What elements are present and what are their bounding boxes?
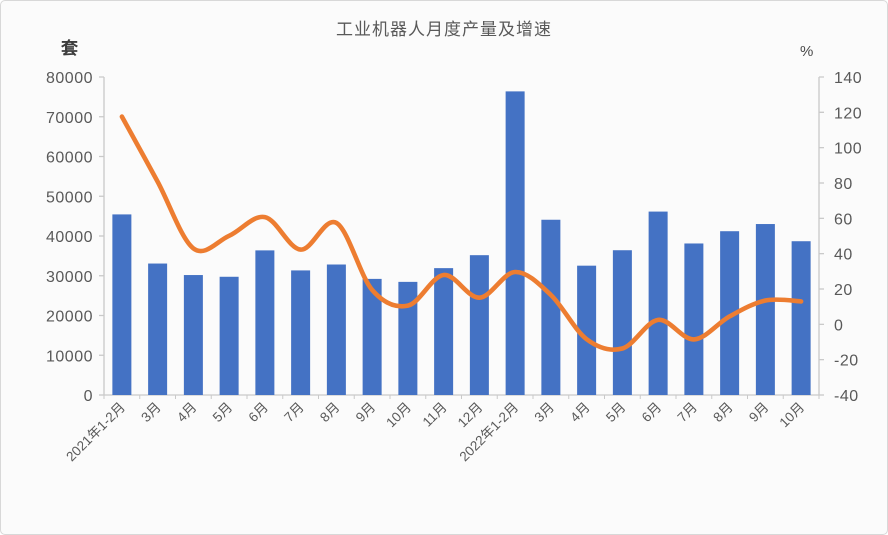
production-bar: [541, 219, 561, 395]
production-bar: [684, 243, 704, 395]
production-bar: [148, 263, 168, 395]
x-axis-category-label: 2021年1-2月: [63, 400, 128, 465]
right-axis-tick-label: 120: [834, 105, 862, 122]
production-bar: [648, 211, 668, 395]
production-bar: [362, 278, 382, 395]
x-axis-category-label: 10月: [383, 400, 414, 431]
x-axis-category-label: 6月: [246, 400, 271, 425]
x-axis-category-label: 8月: [710, 400, 735, 425]
production-bar: [755, 224, 775, 395]
production-bar: [720, 231, 740, 395]
production-bar: [183, 275, 203, 395]
right-axis-tick-label: 40: [834, 247, 853, 264]
left-axis-tick-label: 40000: [46, 229, 93, 246]
production-bar: [398, 281, 418, 395]
x-axis-category-label: 6月: [639, 400, 664, 425]
right-axis-tick-label: 80: [834, 176, 853, 193]
x-axis-category-label: 11月: [420, 400, 450, 430]
x-axis-category-label: 4月: [567, 400, 592, 425]
production-bar: [612, 250, 632, 395]
production-bar: [291, 270, 311, 395]
x-axis-category-label: 9月: [353, 400, 378, 425]
right-axis-tick-label: 0: [834, 317, 843, 334]
left-axis-tick-label: 50000: [46, 189, 93, 206]
production-bar: [577, 265, 597, 395]
production-bar: [791, 241, 811, 395]
right-axis-tick-label: 20: [834, 282, 853, 299]
x-axis-category-label: 8月: [317, 400, 342, 425]
x-axis-category-label: 3月: [138, 400, 163, 425]
chart-title: 工业机器人月度产量及增速: [336, 20, 552, 39]
right-axis-unit-label: %: [800, 43, 814, 60]
production-bar: [434, 268, 454, 395]
right-axis-tick-label: 100: [834, 141, 862, 158]
production-bar: [219, 276, 239, 395]
x-axis-category-label: 5月: [210, 400, 235, 425]
right-axis-tick-label: 140: [834, 70, 862, 87]
production-bar: [326, 264, 346, 395]
production-bar: [255, 250, 275, 395]
left-axis-tick-label: 30000: [46, 269, 93, 286]
x-axis-category-label: 7月: [281, 400, 306, 425]
growth-rate-line: [119, 114, 804, 352]
x-axis-category-label: 12月: [455, 400, 486, 431]
x-axis-category-label: 9月: [746, 400, 771, 425]
x-axis-category-label: 7月: [675, 400, 700, 425]
left-axis-tick-label: 70000: [46, 110, 93, 127]
production-bar: [112, 214, 132, 395]
x-axis-category-label: 10月: [776, 400, 807, 431]
left-axis-tick-label: 0: [84, 388, 93, 405]
production-bar: [469, 255, 489, 395]
production-bar: [505, 91, 525, 395]
x-axis-category-label: 3月: [532, 400, 557, 425]
right-axis-tick-label: -20: [834, 353, 859, 370]
left-axis-tick-label: 20000: [46, 309, 93, 326]
left-axis-tick-label: 60000: [46, 150, 93, 167]
x-axis-category-label: 5月: [603, 400, 628, 425]
left-axis-tick-label: 80000: [46, 70, 93, 87]
right-axis-tick-label: 60: [834, 211, 853, 228]
left-axis-tick-label: 10000: [46, 348, 93, 365]
left-axis-unit-label: 套: [61, 39, 78, 58]
right-axis-tick-label: -40: [834, 388, 859, 405]
x-axis-category-label: 4月: [174, 400, 199, 425]
